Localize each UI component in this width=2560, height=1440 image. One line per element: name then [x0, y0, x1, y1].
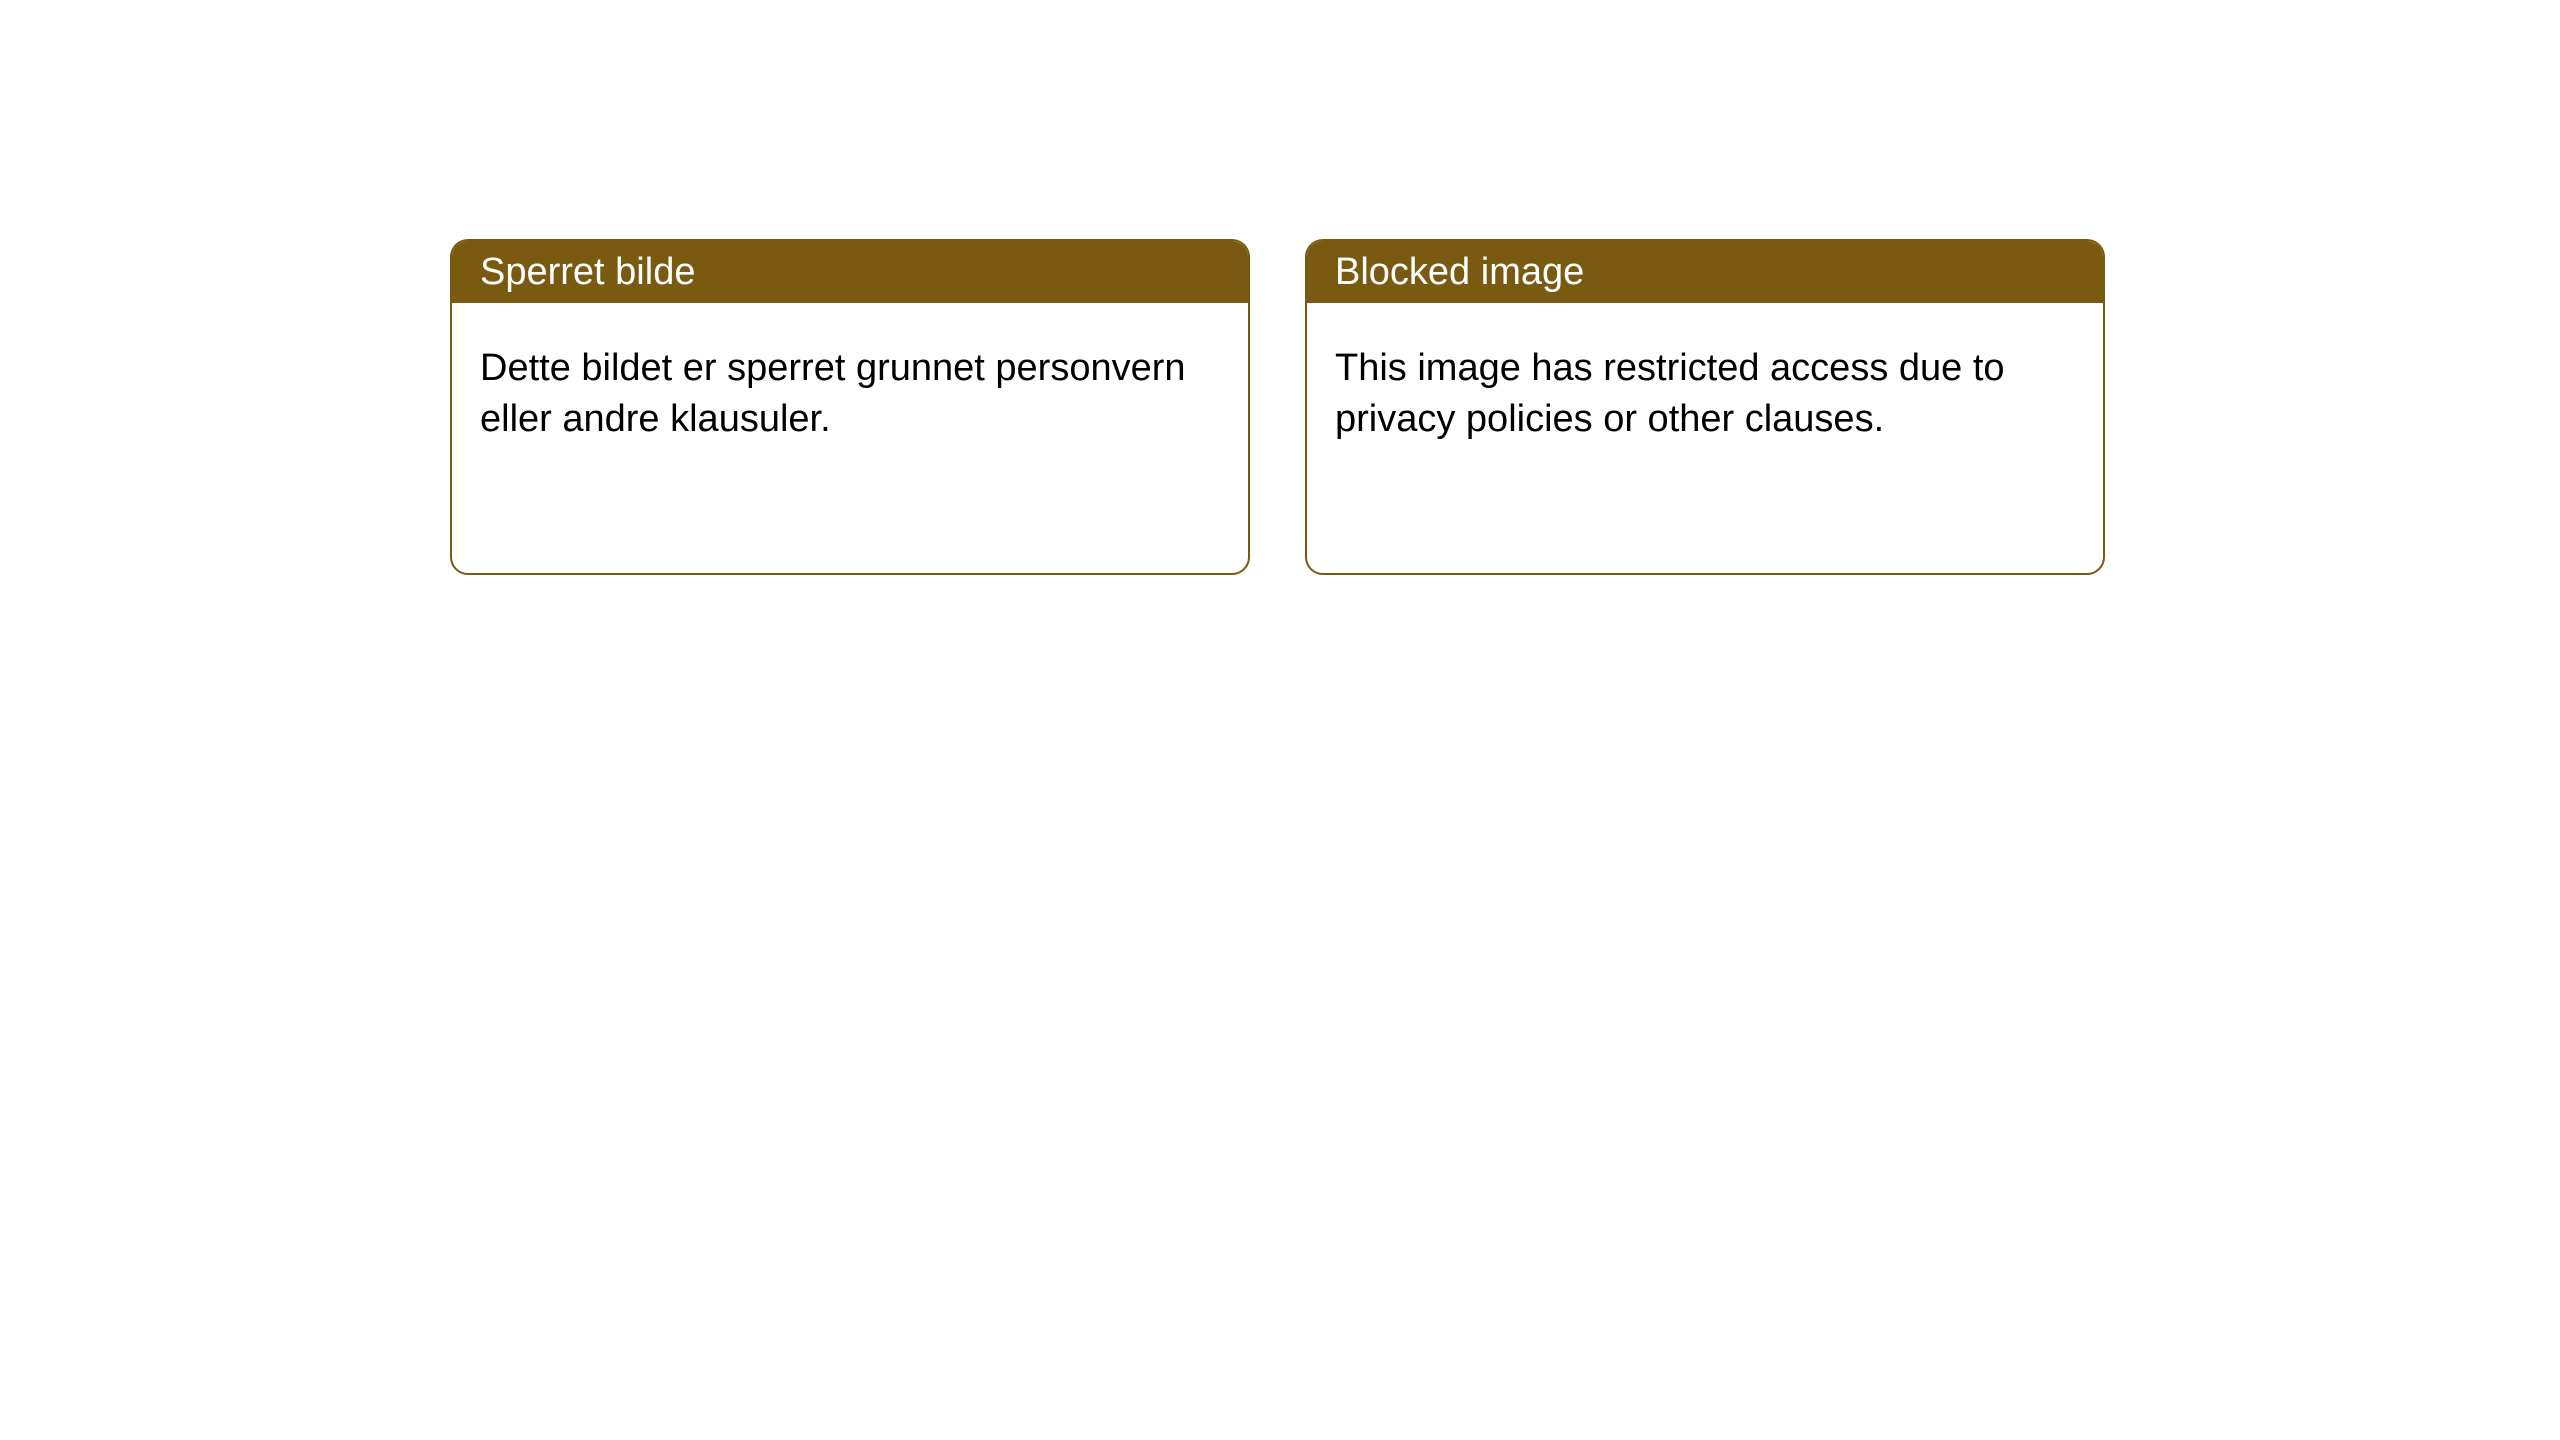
notice-body-text: This image has restricted access due to …: [1335, 347, 2005, 440]
notice-title: Blocked image: [1335, 251, 1584, 294]
notice-header: Blocked image: [1307, 241, 2103, 303]
notice-header: Sperret bilde: [452, 241, 1248, 303]
notice-body-text: Dette bildet er sperret grunnet personve…: [480, 347, 1186, 440]
notice-title: Sperret bilde: [480, 251, 695, 294]
notice-container: Sperret bilde Dette bildet er sperret gr…: [450, 239, 2105, 575]
notice-card-english: Blocked image This image has restricted …: [1305, 239, 2105, 575]
notice-body: Dette bildet er sperret grunnet personve…: [452, 303, 1248, 486]
notice-body: This image has restricted access due to …: [1307, 303, 2103, 486]
notice-card-norwegian: Sperret bilde Dette bildet er sperret gr…: [450, 239, 1250, 575]
